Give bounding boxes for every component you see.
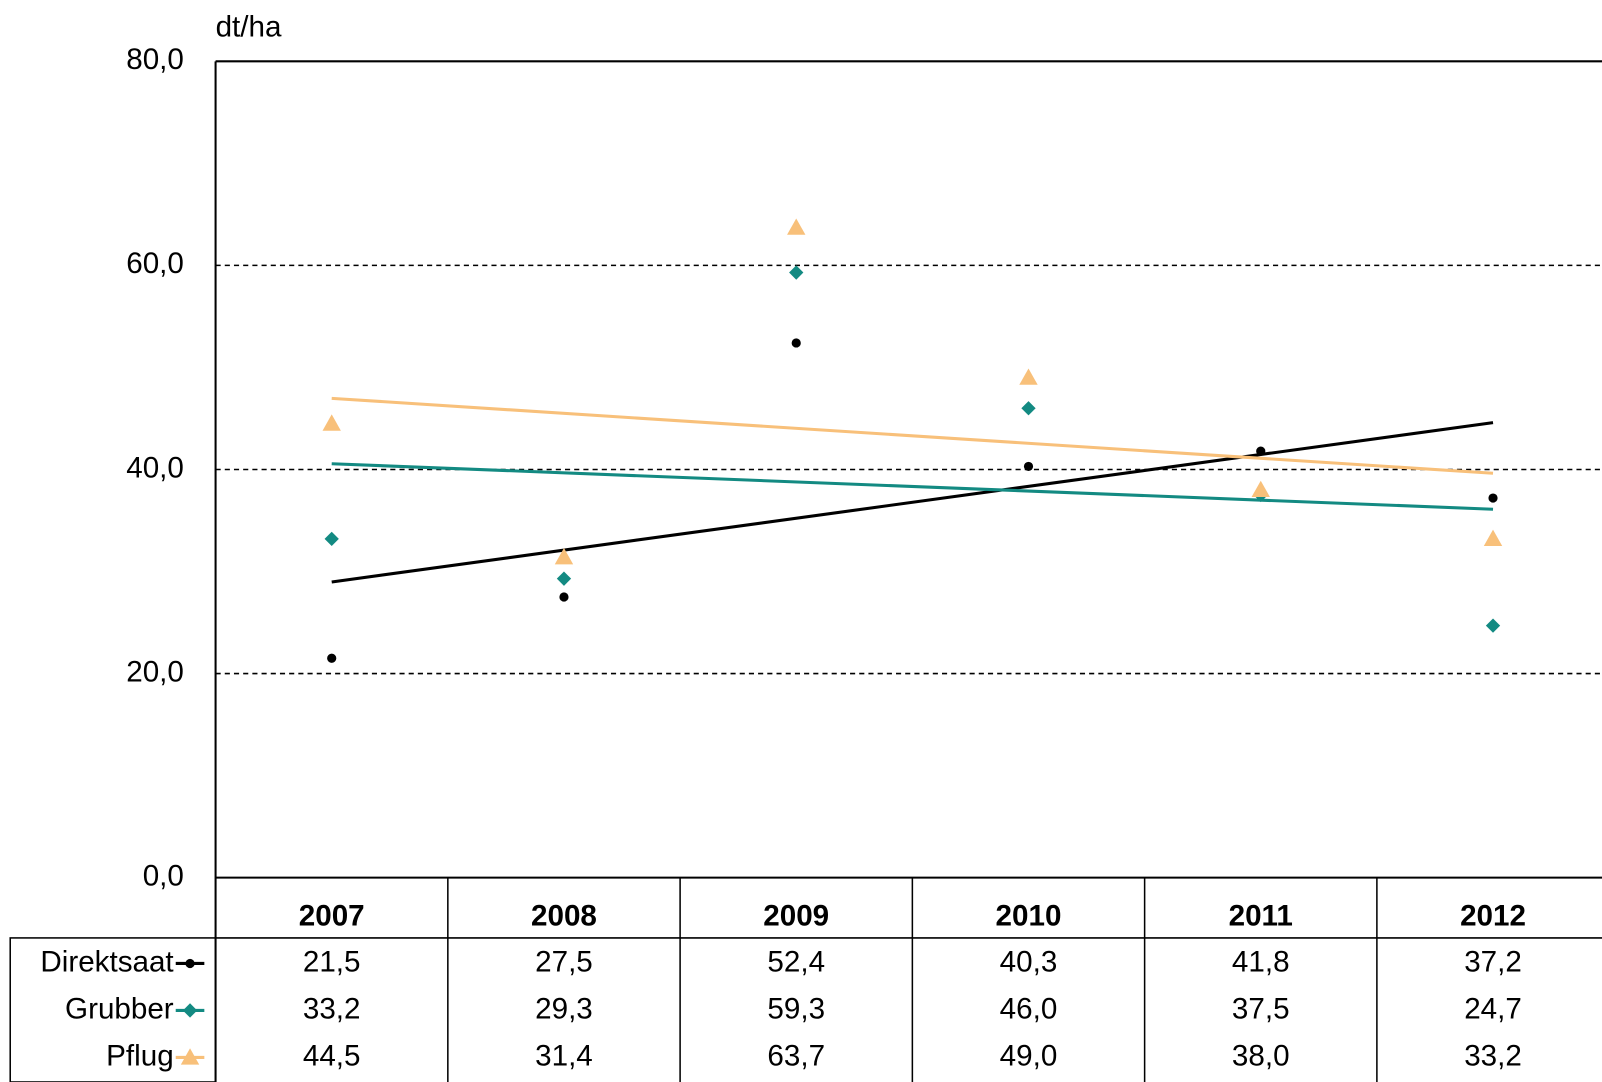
legend-label: Grubber xyxy=(65,992,174,1025)
table-value: 59,3 xyxy=(767,992,825,1025)
point xyxy=(787,218,806,235)
point xyxy=(789,265,804,280)
table-value: 29,3 xyxy=(535,992,593,1025)
point xyxy=(1483,529,1503,547)
point xyxy=(559,592,569,602)
x-tick-label: 2007 xyxy=(299,899,365,932)
y-tick-label: 40,0 xyxy=(126,451,184,484)
trendline xyxy=(331,396,1494,475)
legend-marker xyxy=(182,1003,198,1018)
trendline xyxy=(331,421,1494,584)
table-value: 44,5 xyxy=(303,1039,361,1072)
table-value: 33,2 xyxy=(303,992,361,1025)
table-value: 27,5 xyxy=(535,945,593,978)
table-value: 33,2 xyxy=(1464,1039,1522,1072)
legend-label: Direktsaat xyxy=(40,945,174,978)
point xyxy=(1019,368,1038,385)
y-tick-label: 60,0 xyxy=(126,247,184,280)
x-tick-label: 2012 xyxy=(1460,899,1526,932)
table-value: 46,0 xyxy=(1000,992,1058,1025)
point xyxy=(1023,461,1034,472)
x-tick-label: 2008 xyxy=(531,899,597,932)
point xyxy=(556,571,572,586)
table-value: 52,4 xyxy=(767,945,825,978)
point xyxy=(327,653,337,663)
y-tick-label: 80,0 xyxy=(126,43,184,76)
legend-marker xyxy=(185,958,195,969)
point xyxy=(554,548,574,565)
x-tick-label: 2011 xyxy=(1229,899,1293,932)
point xyxy=(1021,401,1036,416)
trendline xyxy=(331,462,1494,511)
legend-label: Pflug xyxy=(106,1039,173,1072)
y-tick-label: 20,0 xyxy=(126,655,184,688)
table-value: 31,4 xyxy=(535,1039,593,1072)
point xyxy=(791,338,801,348)
table-value: 37,5 xyxy=(1232,992,1290,1025)
point xyxy=(322,414,341,431)
y-axis-label: dt/ha xyxy=(216,10,282,43)
table-value: 63,7 xyxy=(767,1039,825,1072)
point xyxy=(1488,493,1498,503)
y-tick-label: 0,0 xyxy=(143,859,184,892)
x-tick-label: 2010 xyxy=(996,899,1062,932)
table-value: 41,8 xyxy=(1232,945,1290,978)
table-value: 40,3 xyxy=(1000,945,1058,978)
table-value: 21,5 xyxy=(303,945,361,978)
table-value: 38,0 xyxy=(1232,1039,1290,1072)
legend-marker xyxy=(180,1048,200,1065)
table-value: 24,7 xyxy=(1464,992,1522,1025)
point xyxy=(1256,446,1266,456)
x-tick-label: 2009 xyxy=(763,899,829,932)
point xyxy=(324,531,339,547)
table-value: 49,0 xyxy=(1000,1039,1058,1072)
point xyxy=(1485,618,1501,633)
table-value: 37,2 xyxy=(1464,945,1522,978)
point xyxy=(1251,480,1270,498)
